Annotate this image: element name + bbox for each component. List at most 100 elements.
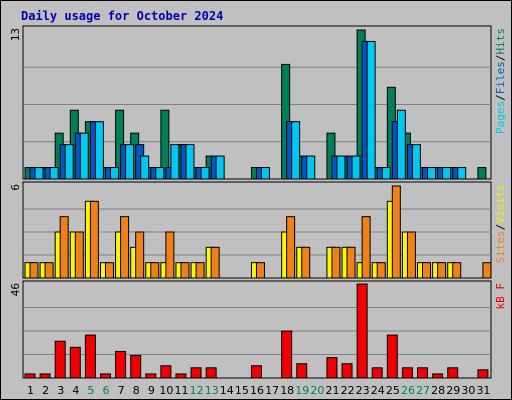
series-files (29, 40, 462, 180)
legend-entry: / (494, 55, 507, 62)
bar (386, 334, 398, 379)
day-label: 18 (280, 384, 294, 397)
bar (260, 167, 270, 180)
panel-bottom-ymax-label: 46 (9, 283, 22, 296)
bar (326, 357, 338, 379)
day-label: 12 (190, 384, 204, 397)
bar (286, 216, 296, 279)
bar (406, 231, 416, 279)
x-axis-day-labels: 1 2 3 4 5 6 7 8 9 10 11 12 13 14 15 16 17 18 19 20 21 22 23 24 2… (27, 384, 490, 397)
bar (150, 262, 160, 279)
bar (301, 246, 311, 279)
bar (391, 185, 401, 279)
bar (442, 167, 452, 180)
bar (422, 262, 432, 279)
bar (195, 262, 205, 279)
bar (427, 167, 437, 180)
bar (29, 262, 39, 279)
bar (401, 367, 413, 379)
day-label: 13 (205, 384, 219, 397)
bar (24, 373, 36, 379)
bar (376, 262, 386, 279)
bar (351, 155, 361, 180)
bar (331, 246, 341, 279)
day-label: 28 (431, 384, 445, 397)
chart-title: Daily usage for October 2024 (21, 9, 223, 23)
bar (74, 231, 84, 279)
panel-middle-ymax-label: 6 (9, 184, 22, 191)
day-label: 5 (87, 384, 94, 397)
day-label: 23 (356, 384, 370, 397)
bar (255, 262, 265, 279)
bar (104, 262, 114, 279)
bar (437, 262, 447, 279)
panel-bottom-plot-area (22, 280, 492, 379)
series-sites (29, 185, 492, 279)
bar (140, 155, 150, 180)
bar (120, 216, 130, 279)
bar (170, 144, 180, 180)
bar (69, 346, 81, 379)
panel-middle: 6 Sites/Visits (9, 181, 507, 279)
bar (94, 121, 104, 180)
series-hits (24, 29, 487, 180)
bar (306, 155, 316, 180)
bar (341, 363, 353, 379)
bar (477, 167, 487, 180)
bar (210, 246, 220, 279)
panel-middle-legend: Sites/Visits (494, 184, 507, 264)
day-label: 21 (325, 384, 339, 397)
panel-bottom-legend: kB F (494, 283, 507, 310)
day-label: 2 (42, 384, 49, 397)
bar (79, 132, 89, 180)
bar (49, 167, 59, 180)
day-label: 22 (341, 384, 355, 397)
day-label: 6 (103, 384, 110, 397)
bar (346, 246, 356, 279)
bar (130, 355, 142, 379)
day-label: 19 (295, 384, 309, 397)
legend-entry: / (494, 224, 507, 231)
bar (432, 373, 444, 379)
bar (250, 365, 262, 379)
bar (89, 200, 99, 279)
legend-entry: Pages (494, 101, 507, 134)
day-label: 30 (461, 384, 475, 397)
panel-top-legend: Pages/Files/Hits (494, 28, 507, 134)
bar (356, 283, 368, 379)
bar (180, 262, 190, 279)
bar (109, 167, 119, 180)
bar (165, 231, 175, 279)
bar (477, 369, 489, 379)
bar (44, 262, 54, 279)
day-label: 1 (27, 384, 34, 397)
bar (155, 167, 165, 180)
bar (396, 109, 406, 180)
bar (371, 367, 383, 379)
day-label: 14 (220, 384, 234, 397)
legend-entry: kB F (494, 283, 507, 310)
bar (160, 365, 172, 379)
bar (84, 334, 96, 379)
bar (135, 231, 145, 279)
bar (296, 363, 308, 379)
panel-top-ymax-label: 13 (9, 28, 22, 41)
bar (215, 155, 225, 180)
day-label: 17 (265, 384, 279, 397)
day-label: 29 (446, 384, 460, 397)
day-label: 3 (57, 384, 64, 397)
bar (190, 367, 202, 379)
day-label: 9 (148, 384, 155, 397)
day-label: 27 (416, 384, 430, 397)
bar (99, 373, 111, 379)
day-label: 26 (401, 384, 415, 397)
day-label: 7 (118, 384, 125, 397)
series-pages (34, 40, 467, 180)
bar (59, 216, 69, 279)
legend-entry: Sites (494, 230, 507, 263)
bar (54, 340, 66, 379)
legend-entry: Hits (494, 28, 507, 55)
